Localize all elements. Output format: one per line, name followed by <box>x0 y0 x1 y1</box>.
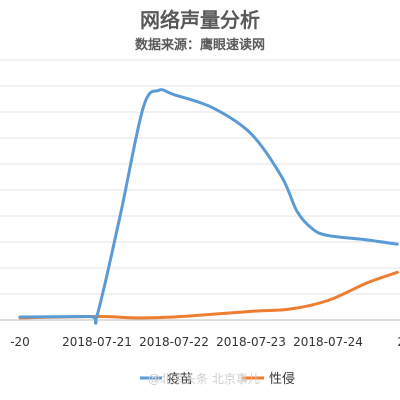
watermark: @北京头条 北京事儿 <box>148 372 260 386</box>
x-tick-label: 2018-07-21 <box>62 335 132 349</box>
legend-label: 疫苗 <box>167 371 193 387</box>
legend-label: 性侵 <box>269 371 295 387</box>
gridlines <box>0 59 400 321</box>
x-tick-label: 2018-07-22 <box>139 335 209 349</box>
legend: 疫苗 性侵 <box>140 371 295 387</box>
x-tick-label: 2018-07-23 <box>216 335 286 349</box>
x-axis: -20 2018-07-21 2018-07-22 2018-07-23 2018-07… <box>10 335 400 349</box>
x-tick-label: 2018-07-24 <box>293 335 363 349</box>
series-line-1 <box>18 270 399 320</box>
chart-subtitle: 数据来源：鹰眼速读网 <box>135 37 265 53</box>
x-tick-label: -20 <box>10 335 30 349</box>
series-line-0 <box>18 88 399 325</box>
x-tick-label: 20 <box>397 335 400 349</box>
series-lines <box>18 88 399 325</box>
chart-title: 网络声量分析 <box>140 8 260 32</box>
